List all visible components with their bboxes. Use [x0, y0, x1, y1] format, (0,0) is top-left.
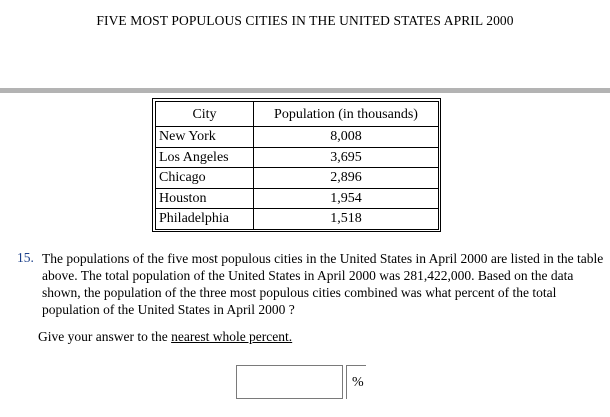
table-row: Philadelphia 1,518: [155, 208, 439, 230]
city-cell: Houston: [155, 187, 254, 209]
percent-unit-label: %: [352, 375, 364, 390]
instruction-prefix: Give your answer to the: [38, 329, 172, 344]
section-divider: [0, 88, 610, 93]
answer-input[interactable]: [236, 365, 343, 399]
city-cell: New York: [155, 126, 254, 148]
column-header-population: Population (in thousands): [253, 101, 439, 127]
table-row: Chicago 2,896: [155, 167, 439, 189]
unit-box: [346, 365, 366, 399]
question-text: The populations of the five most populou…: [42, 251, 604, 317]
population-cell: 8,008: [253, 126, 439, 148]
population-table-frame: City Population (in thousands) New York …: [152, 98, 441, 232]
population-cell: 3,695: [253, 146, 439, 168]
column-header-city: City: [155, 101, 254, 127]
population-cell: 2,896: [253, 167, 439, 189]
instruction-emphasis: nearest whole percent.: [171, 329, 293, 344]
population-cell: 1,954: [253, 187, 439, 209]
population-table: City Population (in thousands) New York …: [155, 101, 439, 230]
table-row: New York 8,008: [155, 126, 439, 148]
table-row: Houston 1,954: [155, 187, 439, 209]
question-number: 15.: [17, 250, 34, 265]
city-cell: Philadelphia: [155, 208, 254, 230]
answer-instruction: Give your answer to the nearest whole pe…: [38, 329, 292, 345]
page-title: FIVE MOST POPULOUS CITIES IN THE UNITED …: [96, 13, 514, 28]
table-row: Los Angeles 3,695: [155, 146, 439, 168]
population-cell: 1,518: [253, 208, 439, 230]
city-cell: Chicago: [155, 167, 254, 189]
table-header-row: City Population (in thousands): [155, 101, 439, 127]
city-cell: Los Angeles: [155, 146, 254, 168]
